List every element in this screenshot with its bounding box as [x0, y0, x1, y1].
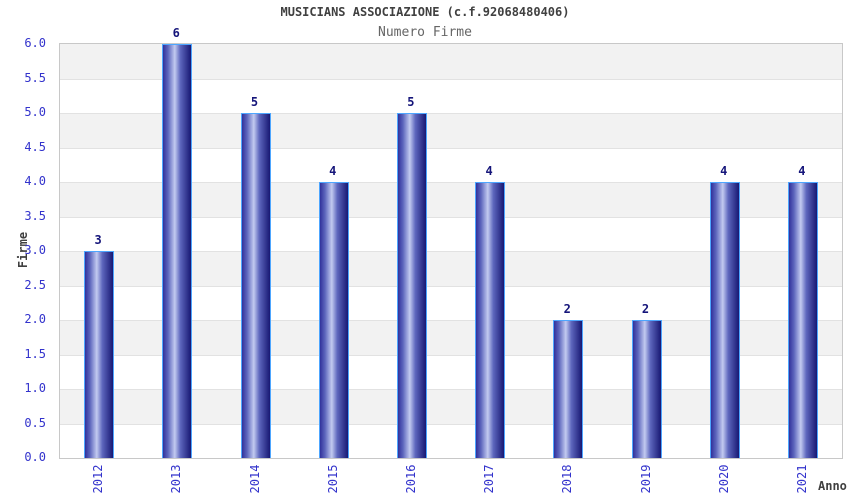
- y-tick-label: 1.5: [24, 346, 46, 361]
- bar-value-label: 4: [720, 164, 728, 178]
- bar-value-label: 4: [485, 164, 493, 178]
- y-tick-label: 3.0: [24, 243, 46, 257]
- gridline: [60, 423, 842, 425]
- y-tick-label: 1.0: [24, 381, 46, 395]
- plot-area: [59, 43, 843, 459]
- bar-value-label: 4: [329, 164, 337, 178]
- x-tick-label: 2018: [560, 464, 575, 494]
- gridline: [60, 147, 842, 149]
- bar-2020: [709, 182, 740, 458]
- gridline: [60, 251, 842, 252]
- y-tick-label: 3.5: [24, 208, 46, 223]
- y-tick-label: 4.5: [24, 139, 46, 154]
- bar-2018: [553, 320, 584, 458]
- x-tick-label: 2019: [638, 464, 653, 494]
- bar-2016: [396, 113, 427, 458]
- gridline: [60, 182, 842, 183]
- x-tick-label: 2014: [247, 464, 262, 494]
- bar-2021: [787, 182, 818, 458]
- gridline: [60, 354, 842, 356]
- y-tick-label: 5.0: [24, 105, 46, 119]
- y-tick-label: 4.0: [24, 174, 46, 188]
- x-tick-label: 2017: [482, 464, 497, 494]
- bar-2017: [475, 182, 506, 458]
- x-tick-label: 2013: [169, 464, 184, 494]
- y-tick-label: 0.5: [24, 415, 46, 430]
- bar-2014: [240, 113, 271, 458]
- x-tick-label: 2015: [325, 464, 340, 494]
- chart-subtitle: Numero Firme: [378, 25, 472, 40]
- bar-value-label: 3: [94, 233, 102, 247]
- bar-value-label: 5: [250, 95, 259, 109]
- bar-2019: [631, 320, 662, 458]
- bar-value-label: 2: [563, 302, 571, 316]
- y-tick-label: 2.0: [24, 312, 46, 326]
- x-axis-label: Anno: [818, 479, 847, 493]
- gridline: [60, 389, 842, 390]
- x-tick-label: 2012: [91, 464, 106, 494]
- bar-2013: [162, 44, 193, 458]
- gridline: [60, 113, 842, 114]
- gridline: [60, 320, 842, 321]
- gridline: [60, 78, 842, 80]
- chart-title: MUSICIANS ASSOCIAZIONE (c.f.92068480406): [280, 5, 570, 19]
- x-tick-label: 2020: [716, 464, 731, 494]
- gridline: [60, 285, 842, 287]
- gridline: [60, 216, 842, 218]
- y-tick-label: 6.0: [24, 36, 46, 50]
- bar-2015: [318, 182, 349, 458]
- bar-value-label: 5: [407, 95, 415, 109]
- y-tick-label: 0.0: [24, 450, 46, 464]
- x-tick-label: 2021: [794, 464, 809, 494]
- bar-value-label: 4: [798, 164, 806, 178]
- bar-value-label: 2: [641, 302, 650, 316]
- bar-value-label: 6: [172, 26, 180, 40]
- x-tick-label: 2016: [403, 464, 418, 494]
- y-tick-label: 2.5: [24, 277, 46, 292]
- y-tick-label: 5.5: [24, 70, 46, 85]
- bar-2012: [84, 251, 115, 458]
